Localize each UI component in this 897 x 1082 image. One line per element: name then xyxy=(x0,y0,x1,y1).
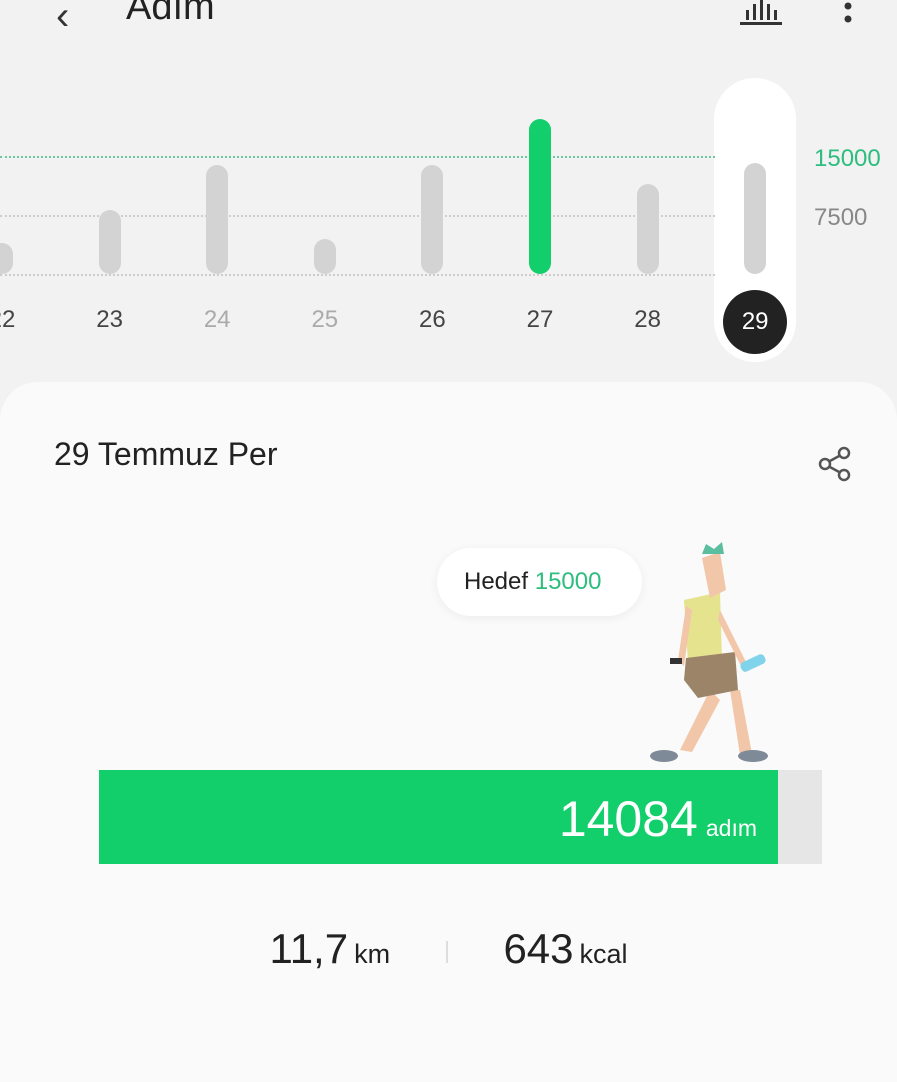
goal-label: Hedef xyxy=(464,568,529,595)
stats-divider xyxy=(445,940,448,963)
page-title: Adım xyxy=(126,0,215,28)
bar-day-22[interactable] xyxy=(0,243,13,274)
goal-bubble: Hedef 15000 xyxy=(437,548,642,616)
goal-value: 15000 xyxy=(534,568,602,595)
goal-gridline xyxy=(0,156,715,158)
bar-day-27[interactable] xyxy=(529,119,551,274)
day-label-28[interactable]: 28 xyxy=(634,306,661,333)
share-icon[interactable] xyxy=(816,445,854,483)
date-label: 29 Temmuz Per xyxy=(54,436,278,472)
stats-row: 11,7 km 643 kcal xyxy=(0,925,897,973)
calories-value: 643 xyxy=(503,925,574,972)
day-label-29[interactable]: 29 xyxy=(723,290,788,354)
day-label-27[interactable]: 27 xyxy=(526,306,554,333)
mid-gridline xyxy=(0,215,715,217)
step-progress-fill xyxy=(99,770,778,864)
day-label-25[interactable]: 25 xyxy=(311,306,339,333)
ytick-15000: 15000 xyxy=(814,145,881,172)
distance-unit: km xyxy=(354,939,391,969)
day-label-24[interactable]: 24 xyxy=(203,306,231,333)
bar-day-23[interactable] xyxy=(98,210,121,274)
step-value: 14084 xyxy=(558,791,698,847)
day-label-26[interactable]: 26 xyxy=(419,306,446,333)
day-label-22[interactable]: 22 xyxy=(0,306,16,333)
bar-day-26[interactable] xyxy=(421,165,444,274)
distance-value: 11,7 xyxy=(269,925,349,972)
back-icon[interactable]: ‹ xyxy=(56,0,70,38)
ytick-7500: 7500 xyxy=(814,204,868,231)
bar-chart-icon[interactable] xyxy=(740,0,782,26)
step-unit: adım xyxy=(705,815,757,841)
bar-day-25[interactable] xyxy=(313,239,336,274)
step-count: 14084 adım xyxy=(559,790,757,848)
day-label-23[interactable]: 23 xyxy=(96,306,123,333)
base-gridline xyxy=(0,274,715,276)
bar-day-29[interactable] xyxy=(744,163,767,274)
walking-man-illustration xyxy=(650,542,768,762)
bar-day-24[interactable] xyxy=(206,165,229,274)
bar-day-28[interactable] xyxy=(636,184,659,274)
calories-unit: kcal xyxy=(579,939,628,969)
more-vertical-icon[interactable] xyxy=(838,0,858,26)
